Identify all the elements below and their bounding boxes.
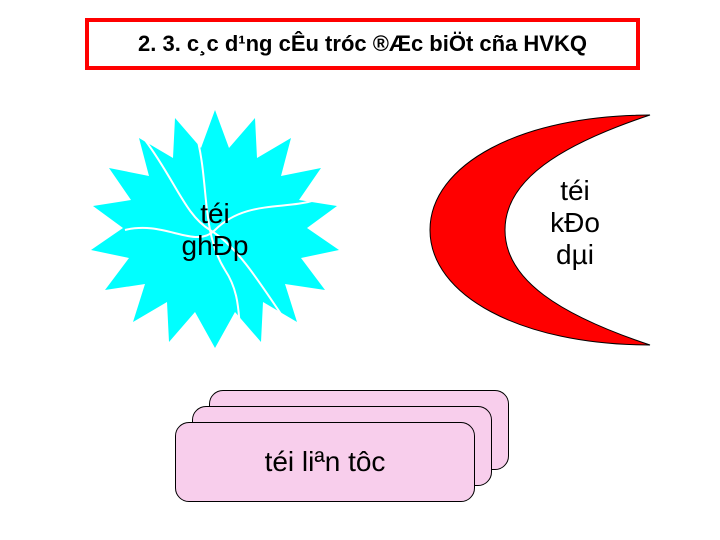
title-box: 2. 3. c¸c d¹ng cÊu tróc ®Æc biÖt cña HVK… <box>85 18 640 70</box>
starburst-shape: téighÐp <box>85 100 345 360</box>
card-stack: téi liªn tôc <box>175 390 515 510</box>
crescent-svg <box>400 105 660 355</box>
starburst-svg <box>85 100 345 360</box>
crescent-path <box>430 115 650 345</box>
crescent-shape: téikÐodµi <box>400 105 660 355</box>
stack-label: téi liªn tôc <box>265 446 386 478</box>
slide-canvas: 2. 3. c¸c d¹ng cÊu tróc ®Æc biÖt cña HVK… <box>0 0 720 540</box>
title-text: 2. 3. c¸c d¹ng cÊu tróc ®Æc biÖt cña HVK… <box>138 31 587 57</box>
stack-card-front: téi liªn tôc <box>175 422 475 502</box>
